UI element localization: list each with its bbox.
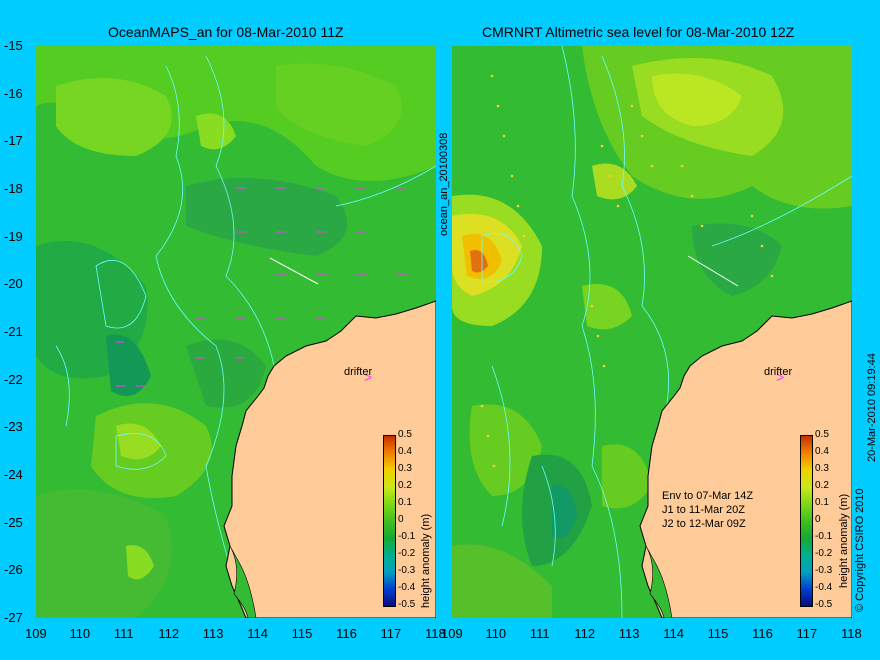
colorbar-tick-label: 0: [398, 514, 404, 525]
section-line: [687, 255, 739, 287]
lat-tick-label: -21: [4, 324, 23, 339]
drifter-marker: >: [776, 369, 784, 385]
current-vectors: [116, 187, 408, 387]
colorbar-tick-label: 0.1: [815, 497, 829, 508]
lon-tick-label: 109: [441, 626, 463, 641]
altimeter-note-env: Env to 07-Mar 14Z: [662, 490, 754, 502]
lat-tick-label: -23: [4, 419, 23, 435]
colorbar-tick-label: 0: [815, 514, 821, 525]
lat-tick-label: -27: [4, 610, 23, 625]
colorbar-tick-label: 0.4: [815, 446, 829, 457]
lon-tick-label: 117: [380, 626, 402, 641]
lon-tick-label: 113: [618, 626, 640, 641]
lon-tick-label: 113: [202, 626, 224, 641]
colorbar-tick-label: 0.5: [815, 429, 829, 440]
lat-tick-label: -25: [4, 514, 23, 530]
lon-tick-label: 117: [796, 626, 818, 641]
colorbar-tick-label: -0.2: [398, 548, 416, 559]
right-map-title: CMRNRT Altimetric sea level for 08-Mar-2…: [482, 24, 795, 40]
colorbar-tick-label: -0.5: [398, 599, 416, 610]
lon-tick-label: 118: [425, 626, 446, 641]
colorbar-tick-label: 0.3: [815, 463, 829, 474]
height-anomaly-patches: [36, 46, 436, 618]
colorbar-tick-label: -0.4: [815, 582, 833, 593]
lon-tick-label: 114: [663, 626, 684, 641]
colorbar-tick-label: -0.4: [398, 582, 416, 593]
lon-tick-label: 111: [529, 626, 550, 641]
colorbar-tick-label: -0.1: [398, 531, 416, 542]
exmouth-gulf: [229, 545, 257, 618]
lon-tick-label: 111: [113, 626, 134, 641]
lat-tick-label: -16: [4, 85, 23, 101]
altimeter-tracks: [480, 74, 774, 468]
colorbar-tick-label: -0.1: [815, 531, 833, 542]
left-map: > drifter: [36, 46, 436, 618]
copyright-text: © Copyright CSIRO 2010: [854, 488, 866, 612]
colorbar-tick-label: -0.5: [815, 599, 833, 610]
height-anomaly-patches: [452, 46, 852, 618]
lon-tick-label: 115: [707, 626, 729, 641]
lon-tick-label: 112: [574, 626, 596, 641]
colorbar-tick-label: -0.3: [398, 565, 416, 576]
altimeter-note-j2: J2 to 12-Mar 09Z: [662, 518, 746, 530]
lon-tick-label: 114: [247, 626, 268, 641]
lon-tick-label: 116: [752, 626, 773, 641]
colorbar-tick-label: 0.1: [398, 497, 412, 508]
colorbar-tick-label: 0.2: [398, 480, 412, 491]
lon-tick-label: 112: [158, 626, 180, 641]
drifter-label: drifter: [764, 366, 792, 378]
lat-tick-label: -19: [4, 228, 23, 244]
timestamp-text: 20-Mar-2010 09:19:44: [866, 353, 878, 462]
drifter-label: drifter: [344, 366, 372, 378]
lat-tick-label: -15: [4, 38, 23, 53]
lon-tick-label: 110: [69, 626, 91, 641]
lat-tick-label: -20: [4, 276, 23, 292]
colorbar-tick-label: 0.4: [398, 446, 412, 457]
right-map: > drifter: [452, 46, 852, 618]
australia-landmass: [639, 300, 852, 618]
colorbar-tick-label: -0.2: [815, 548, 833, 559]
lon-tick-label: 109: [25, 626, 47, 641]
drifter-marker: >: [364, 369, 372, 385]
left-map-title: OceanMAPS_an for 08-Mar-2010 11Z: [108, 24, 344, 40]
lon-tick-label: 110: [485, 626, 507, 641]
right-colorbar: [800, 435, 813, 607]
left-colorbar-title: height anomaly (m): [420, 513, 432, 608]
lat-tick-label: -18: [4, 181, 23, 196]
run-label: ocean_an_20100308: [438, 132, 450, 236]
colorbar-tick-label: 0.5: [398, 429, 412, 440]
lon-tick-label: 116: [336, 626, 357, 641]
colorbar-tick-label: 0.2: [815, 480, 829, 491]
colorbar-tick-label: -0.3: [815, 565, 833, 576]
lon-tick-label: 115: [291, 626, 313, 641]
exmouth-gulf: [645, 545, 673, 618]
lon-tick-label: 118: [841, 626, 862, 641]
lat-tick-label: -26: [4, 562, 23, 578]
section-line: [269, 257, 319, 285]
lat-tick-label: -22: [4, 371, 23, 387]
colorbar-tick-label: 0.3: [398, 463, 412, 474]
lat-tick-label: -17: [4, 133, 23, 149]
left-colorbar: [383, 435, 396, 607]
lat-tick-label: -24: [4, 467, 23, 482]
altimeter-note-j1: J1 to 11-Mar 20Z: [662, 504, 745, 516]
right-colorbar-title: height anomaly (m): [838, 493, 850, 588]
